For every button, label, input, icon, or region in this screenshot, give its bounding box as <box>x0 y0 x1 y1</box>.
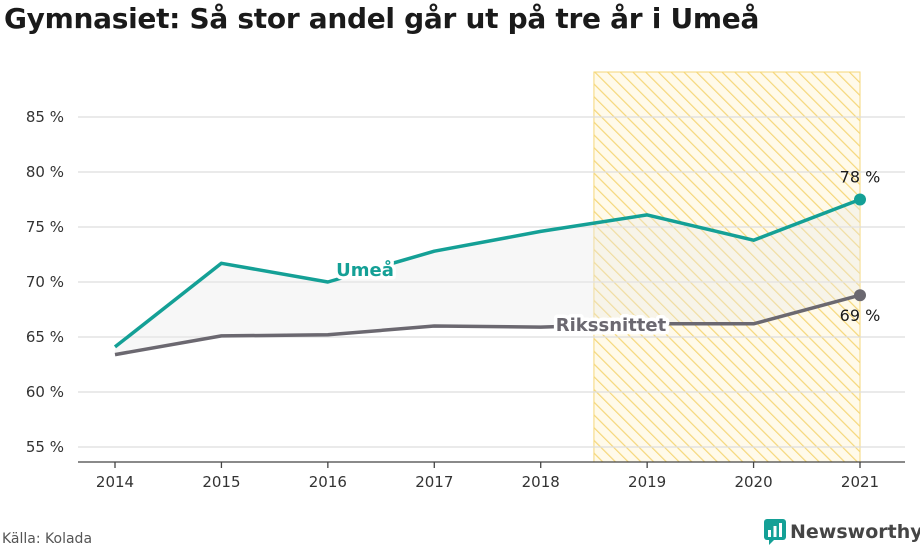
x-tick-label: 2017 <box>415 473 453 491</box>
y-tick-label: 65 % <box>26 328 64 346</box>
riket-line-end-point <box>854 289 866 302</box>
x-tick-label: 2018 <box>522 473 560 491</box>
newsworthy-logo-icon <box>764 519 786 545</box>
umea-series-label: Umeå <box>336 259 394 281</box>
difference-band <box>115 199 860 355</box>
umea-line-end-point <box>854 193 866 206</box>
y-tick-label: 80 % <box>26 163 64 181</box>
umea-line-end-label: 78 % <box>840 168 881 187</box>
x-tick-label: 2021 <box>841 473 879 491</box>
chart-title: Gymnasiet: Så stor andel går ut på tre å… <box>4 2 760 35</box>
riket-line <box>114 293 861 357</box>
riket-line-end-label: 69 % <box>840 306 881 325</box>
y-tick-label: 55 % <box>26 438 64 456</box>
x-tick-label: 2014 <box>96 473 134 491</box>
riket-series-label: Rikssnittet <box>556 315 667 336</box>
x-tick-label: 2015 <box>202 473 240 491</box>
x-tick-label: 2020 <box>734 473 772 491</box>
x-tick-label: 2019 <box>628 473 666 491</box>
y-tick-label: 85 % <box>26 108 64 126</box>
newsworthy-logo: Newsworthy <box>764 519 920 545</box>
y-tick-label: 70 % <box>26 273 64 291</box>
y-tick-label: 60 % <box>26 383 64 401</box>
brand-name: Newsworthy <box>790 521 920 543</box>
highlight-period <box>593 71 861 463</box>
y-tick-label: 75 % <box>26 218 64 236</box>
source-note: Källa: Kolada <box>2 531 93 547</box>
x-tick-label: 2016 <box>309 473 347 491</box>
umea-line <box>113 197 861 349</box>
